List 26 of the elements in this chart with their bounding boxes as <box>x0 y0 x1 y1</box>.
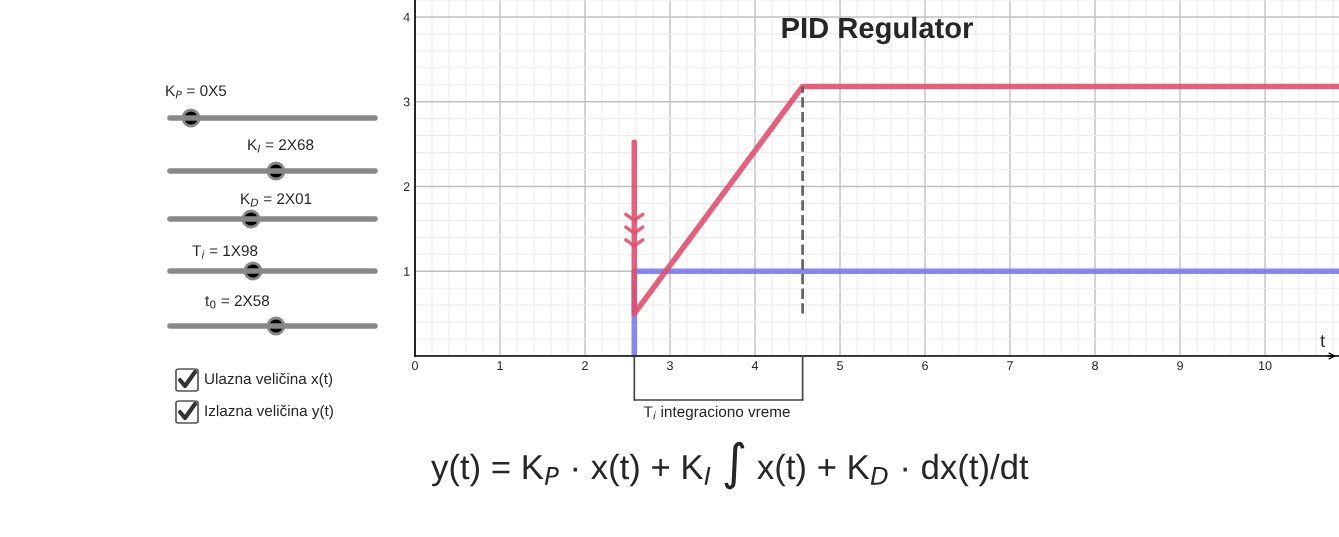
y-tick-label: 4 <box>403 12 410 22</box>
x-tick-label: 8 <box>1092 361 1098 371</box>
y-tick-label: 2 <box>403 182 410 192</box>
text: Ulazna veličina x(t) <box>205 372 333 388</box>
x-tick-label: 6 <box>922 361 928 371</box>
text: t$_{0}$ = 2X58 <box>205 295 270 309</box>
text: K$_{P}$ = 0X5 <box>166 85 227 99</box>
text: PID Regulator <box>782 16 973 45</box>
x-tick-label: 1 <box>497 361 503 370</box>
x-tick-label: 3 <box>667 361 673 371</box>
x-tick-label: 5 <box>837 361 843 371</box>
x-tick-label: 7 <box>1007 361 1013 370</box>
x-tick-label: 10 <box>1259 361 1272 371</box>
x-tick-label: 4 <box>751 361 759 370</box>
text: K$_{D}$ = 2X01 <box>241 193 312 207</box>
x-axis-title: t <box>1320 335 1326 348</box>
text: K$_{I}$ = 2X68 <box>248 139 314 153</box>
x-tick-label: 9 <box>1177 361 1183 371</box>
y-tick-label: 1 <box>404 267 410 276</box>
y-tick-label: 3 <box>403 97 410 107</box>
text: T$_{i}$ = 1X98 <box>192 245 258 259</box>
text: y(t) = K$_{P}$ · x(t) + K$_{I}$ ∫ x(t) + K$_{D}$ · dx(t)/dt <box>431 441 1029 490</box>
x-tick-label: 0 <box>412 361 418 371</box>
text: T$_{i}$ integraciono vreme <box>643 405 790 421</box>
x-tick-label: 2 <box>582 361 588 370</box>
text: Izlazna veličina y(t) <box>205 404 333 420</box>
